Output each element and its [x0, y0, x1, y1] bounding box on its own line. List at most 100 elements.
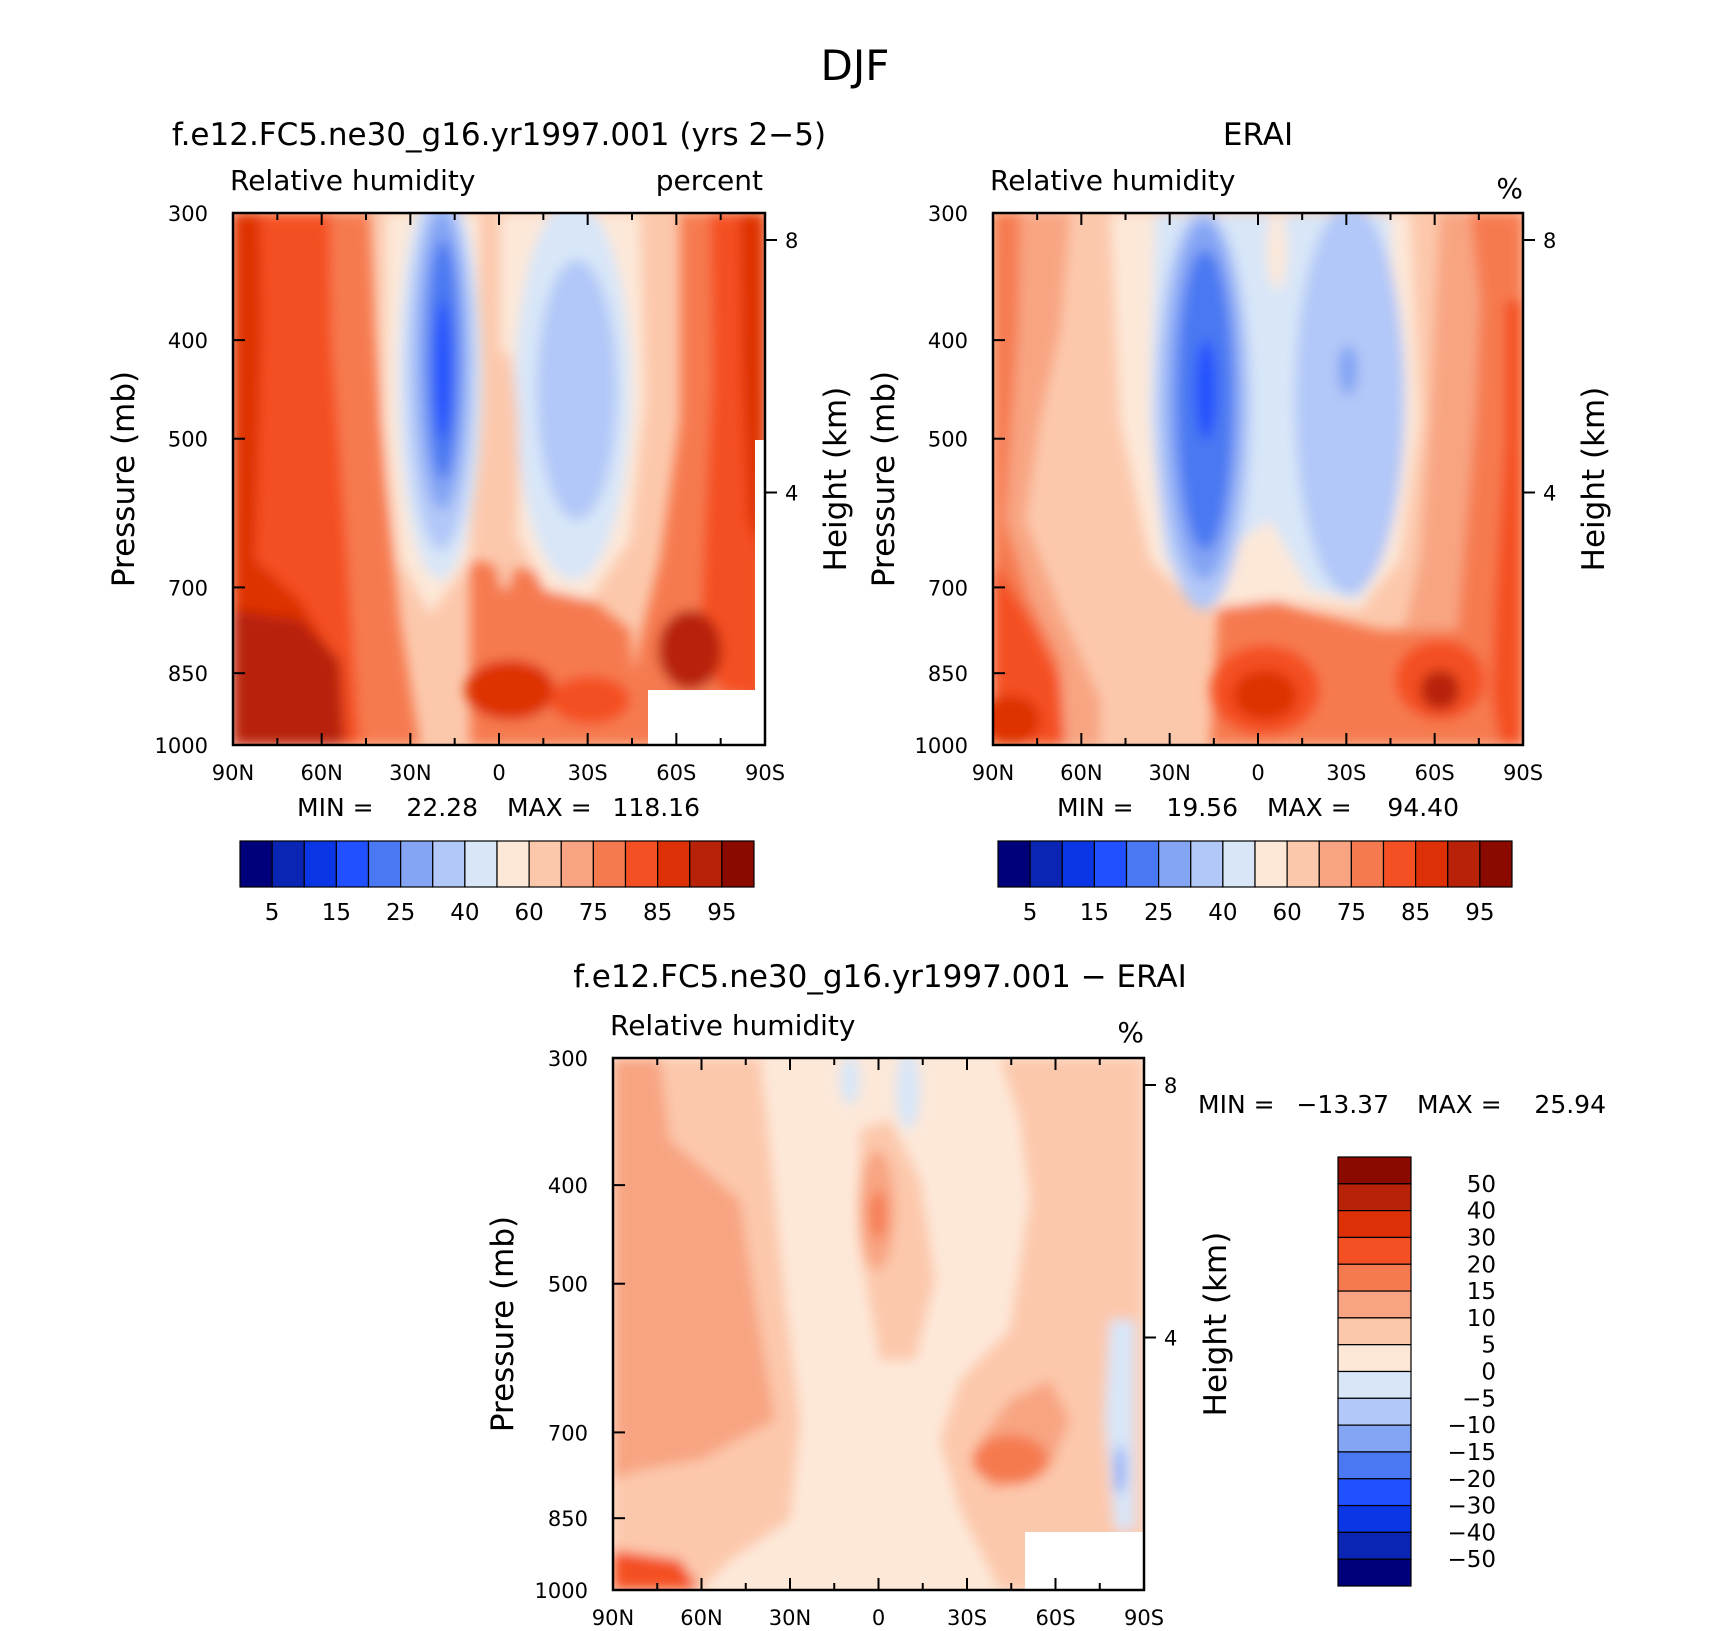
colorbar-swatch: [400, 840, 434, 888]
y-tick-label: 500: [548, 1273, 588, 1297]
contour-field: [993, 213, 1523, 745]
colorbar-swatch: [689, 840, 723, 888]
colorbar-label: 15: [322, 900, 351, 926]
ylabel: Pressure (mb): [866, 371, 902, 587]
ylabel-right: Height (km): [1576, 387, 1612, 572]
colorbar-label: 30: [1467, 1225, 1496, 1251]
missing-data-mask-edge: [755, 440, 765, 690]
x-tick-label: 30S: [568, 761, 608, 785]
y-tick-label: 850: [168, 662, 208, 686]
y-tick-label: 500: [168, 428, 208, 452]
ylabel-right: Height (km): [1198, 1232, 1234, 1417]
contour-south-sfc-core: [1420, 670, 1460, 710]
colorbar-swatch: [1337, 1424, 1412, 1453]
x-tick-label: 90S: [1124, 1606, 1164, 1630]
contour-south-dry-2: [1295, 213, 1405, 595]
contour-equator-plus15: [870, 1190, 886, 1240]
x-tick-label: 60N: [300, 761, 342, 785]
colorbar-swatch: [1415, 840, 1449, 888]
contour-south-minus5: [1105, 1320, 1135, 1530]
colorbar-swatch: [367, 840, 402, 888]
contour-south-minus10: [1115, 1445, 1125, 1495]
colorbar-swatch: [1350, 840, 1385, 888]
x-tick-label: 30N: [769, 1606, 811, 1630]
colorbar-swatch: [1479, 840, 1513, 888]
stats: MIN = −13.37 MAX = 25.94: [1198, 1090, 1606, 1119]
contour-top-minus5-b: [896, 1058, 920, 1130]
x-tick-label: 60S: [1035, 1606, 1075, 1630]
y-tick-label: 1000: [915, 734, 968, 758]
colorbar-swatch: [1337, 1531, 1412, 1560]
contour-south-dry-2: [537, 260, 617, 520]
colorbar-label: 85: [643, 900, 672, 926]
panel-title: ERAI: [1223, 117, 1293, 153]
colorbar-label: 50: [1467, 1172, 1496, 1198]
colorbar-label: 15: [1467, 1279, 1496, 1305]
colorbar-label: 95: [1465, 900, 1494, 926]
y-tick-label: 400: [928, 329, 968, 353]
height-tick-label: 8: [1543, 229, 1556, 253]
colorbar-label: 75: [1337, 900, 1366, 926]
min-label: MIN =: [1198, 1090, 1275, 1119]
x-tick-label: 90N: [972, 761, 1014, 785]
y-tick-label: 1000: [535, 1579, 588, 1603]
stats: MIN = 22.28 MAX = 118.16: [297, 793, 700, 822]
colorbar-swatch: [303, 840, 337, 888]
colorbar-label: 95: [707, 900, 736, 926]
panel-units: %: [1496, 172, 1523, 205]
colorbar-swatch: [1286, 840, 1320, 888]
colorbar-label: 25: [386, 900, 415, 926]
colorbar-label: 5: [1023, 900, 1038, 926]
min-label: MIN =: [1057, 793, 1134, 822]
colorbar-swatch: [1337, 1290, 1412, 1319]
panel-subtitle: Relative humidity: [990, 164, 1235, 197]
colorbar-swatch: [1337, 1478, 1412, 1507]
colorbar-swatch: [1337, 1236, 1412, 1265]
colorbar-swatch: [239, 840, 273, 888]
contour-north-core: [233, 213, 338, 745]
colorbar-swatch: [1337, 1397, 1412, 1426]
panel-units: percent: [656, 164, 763, 197]
panel-model: f.e12.FC5.ne30_g16.yr1997.001 (yrs 2−5) …: [106, 117, 854, 926]
colorbar-label: −20: [1447, 1467, 1496, 1493]
colorbar-label: 15: [1080, 900, 1109, 926]
max-value: 25.94: [1534, 1090, 1606, 1119]
colorbar-swatch: [1029, 840, 1063, 888]
colorbar-swatch: [271, 840, 305, 888]
colorbar-swatch: [1190, 840, 1224, 888]
x-tick-label: 90S: [1503, 761, 1543, 785]
x-tick-label: 0: [1251, 761, 1264, 785]
colorbar-label: 85: [1401, 900, 1430, 926]
colorbar-label: −10: [1447, 1413, 1496, 1439]
colorbar-swatch: [528, 840, 562, 888]
contour-tropical-sfc-wet: [550, 676, 630, 724]
height-tick-label: 4: [785, 482, 798, 506]
x-tick-label: 60N: [1060, 761, 1102, 785]
x-tick-label: 60N: [680, 1606, 722, 1630]
colorbar-swatch: [496, 840, 530, 888]
panel-subtitle: Relative humidity: [230, 164, 475, 197]
colorbar-swatch: [997, 840, 1031, 888]
panel-title: f.e12.FC5.ne30_g16.yr1997.001 − ERAI: [573, 959, 1187, 995]
min-label: MIN =: [297, 793, 374, 822]
height-tick-label: 8: [785, 229, 798, 253]
colorbar-swatch: [1337, 1370, 1412, 1399]
y-tick-label: 300: [548, 1047, 588, 1071]
colorbar-swatch: [1337, 1210, 1412, 1239]
axes: 90N 60N 30N 0 30S 60S 90S 300 400 500 700 850 1000 8 4: [535, 1047, 1178, 1630]
colorbar-label: −5: [1462, 1386, 1496, 1412]
contour-equator-moist: [491, 350, 519, 590]
contour-tropical-sfc-core: [465, 660, 555, 720]
x-tick-label: 90N: [212, 761, 254, 785]
x-tick-label: 30S: [947, 1606, 987, 1630]
colorbar-label: −40: [1447, 1520, 1496, 1546]
colorbar-swatch: [657, 840, 691, 888]
colorbar-swatch: [1337, 1317, 1412, 1346]
height-tick-label: 8: [1164, 1074, 1177, 1098]
contour-north-plus10: [613, 1058, 775, 1480]
contour-field: [233, 213, 765, 745]
missing-data-mask: [1025, 1532, 1144, 1590]
colorbar-swatch: [721, 840, 755, 888]
